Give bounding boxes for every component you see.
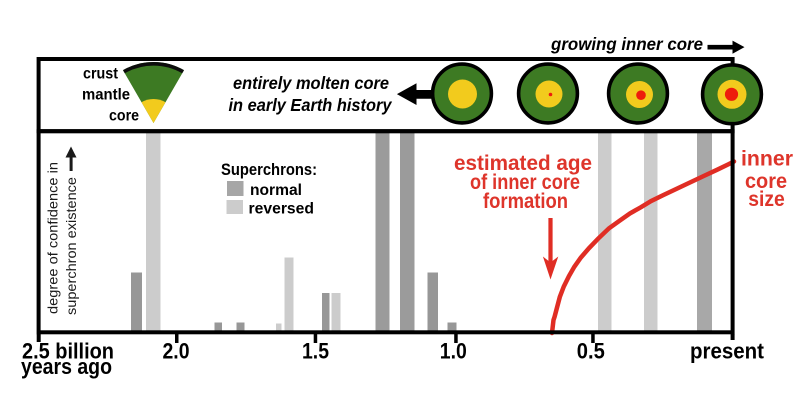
svg-text:estimated age: estimated age xyxy=(454,152,592,175)
svg-text:in early Earth history: in early Earth history xyxy=(229,95,393,115)
svg-text:size: size xyxy=(748,188,785,211)
svg-text:reversed: reversed xyxy=(249,201,315,218)
svg-text:normal: normal xyxy=(250,182,302,199)
svg-text:crust: crust xyxy=(83,66,118,83)
svg-text:0.5: 0.5 xyxy=(577,339,605,364)
svg-text:entirely molten core: entirely molten core xyxy=(233,73,389,93)
svg-text:1.5: 1.5 xyxy=(302,339,329,364)
svg-text:formation: formation xyxy=(483,190,568,213)
svg-text:Superchrons:: Superchrons: xyxy=(221,161,317,179)
svg-text:years ago: years ago xyxy=(21,354,112,379)
svg-text:core: core xyxy=(109,108,139,125)
svg-text:of inner core: of inner core xyxy=(470,171,580,194)
svg-text:2.0: 2.0 xyxy=(163,339,190,364)
svg-text:mantle: mantle xyxy=(82,87,130,104)
svg-text:inner: inner xyxy=(741,148,793,171)
svg-text:growing inner core: growing inner core xyxy=(550,34,703,54)
svg-text:present: present xyxy=(690,339,765,364)
svg-text:degree of confidence in: degree of confidence in xyxy=(45,162,61,314)
svg-text:core: core xyxy=(745,170,787,193)
svg-text:1.0: 1.0 xyxy=(440,339,467,364)
svg-text:2.5 billion: 2.5 billion xyxy=(22,339,114,364)
svg-text:superchron existence: superchron existence xyxy=(63,177,79,315)
